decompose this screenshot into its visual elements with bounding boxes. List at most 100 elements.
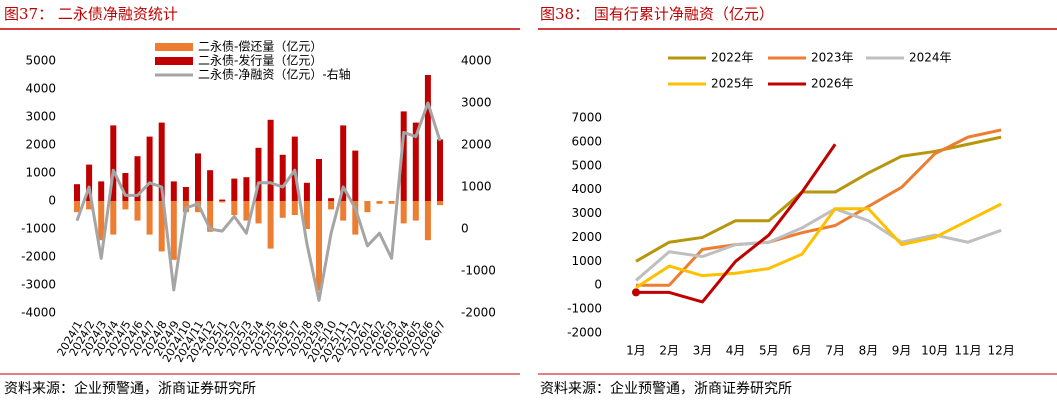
y-tick-label: 4000 (571, 182, 602, 196)
x-tick-label: 2月 (659, 344, 679, 358)
chart-title: 图37： 二永债净融资统计 (4, 5, 178, 23)
bar (182, 187, 189, 201)
y2-tick-label: -1000 (461, 264, 496, 278)
y2-tick-label: 3000 (461, 96, 492, 110)
y-tick-label: 2000 (571, 230, 602, 244)
x-tick-label: 8月 (859, 344, 879, 358)
legend-label: 2023年 (811, 51, 854, 65)
bar (267, 201, 274, 249)
y-tick-label: -2000 (21, 250, 56, 264)
x-tick-label: 4月 (726, 344, 746, 358)
x-tick-label: 11月 (954, 344, 981, 358)
bar (98, 181, 105, 201)
y-tick-label: 2000 (25, 138, 56, 152)
x-tick-label: 10月 (921, 344, 948, 358)
x-tick-label: 7月 (825, 344, 845, 358)
bar (86, 201, 93, 210)
y2-tick-label: 2000 (461, 138, 492, 152)
line (636, 143, 837, 304)
bar (170, 181, 177, 201)
y-tick-label: 4000 (25, 82, 56, 96)
bar (231, 201, 238, 215)
bar (267, 119, 274, 201)
line (75, 101, 442, 302)
bar (243, 177, 250, 201)
bar (98, 201, 105, 241)
source: 资料来源：企业预警通，浙商证券研究所 (4, 380, 256, 397)
source: 资料来源：企业预警通，浙商证券研究所 (540, 380, 792, 397)
bar (122, 201, 129, 210)
bar (437, 139, 443, 201)
bar (207, 170, 214, 201)
legend-label: 二永债-发行量（亿元） (198, 53, 322, 68)
y-tick-label: 0 (48, 194, 56, 208)
bar (316, 201, 322, 291)
legend-label: 2022年 (711, 51, 754, 65)
line (635, 202, 1002, 289)
bar (207, 201, 214, 232)
bar (328, 198, 335, 201)
legend-label: 二永债-偿还量（亿元） (198, 39, 322, 54)
bar (376, 201, 383, 204)
y2-tick-label: 4000 (461, 54, 492, 68)
legend-swatch (155, 43, 193, 51)
legend-label: 2024年 (909, 51, 952, 65)
x-tick-label: 12月 (988, 344, 1015, 358)
legend-swatch (155, 57, 193, 65)
y2-tick-label: -2000 (461, 306, 496, 320)
bar (412, 201, 419, 221)
bar (243, 201, 250, 221)
bar (110, 125, 117, 201)
bar (316, 159, 322, 201)
bar (110, 201, 117, 235)
bar (86, 164, 93, 201)
y-tick-label: -4000 (21, 306, 56, 320)
bar (424, 75, 431, 201)
legend-label: 二永债-净融资（亿元）-右轴 (198, 67, 351, 82)
x-tick-label: 3月 (693, 344, 713, 358)
legend-label: 2025年 (711, 77, 754, 91)
bar (255, 201, 262, 224)
y-tick-label: 3000 (25, 110, 56, 124)
bar (195, 153, 201, 201)
bar (364, 201, 371, 213)
bar (279, 154, 286, 201)
bar (340, 125, 347, 201)
y-tick-label: 5000 (25, 54, 56, 68)
bar (400, 111, 407, 201)
y-tick-label: 7000 (571, 111, 602, 125)
chart-title: 图38： 国有行累计净融资（亿元） (540, 5, 774, 23)
y-tick-label: -2000 (567, 326, 602, 340)
bar (424, 201, 431, 241)
x-tick-label: 1月 (626, 344, 646, 358)
bar (388, 201, 395, 204)
bar (328, 201, 335, 210)
y2-tick-label: 1000 (461, 180, 492, 194)
bar (303, 201, 310, 229)
bar (170, 201, 177, 260)
bar (134, 156, 141, 201)
bar (158, 122, 165, 201)
y-tick-label: 6000 (571, 134, 602, 148)
y-tick-label: -3000 (21, 278, 56, 292)
bar (219, 201, 226, 203)
y2-tick-label: 0 (461, 222, 469, 236)
marker (632, 288, 640, 297)
bar (279, 201, 286, 218)
y-tick-label: -1000 (21, 222, 56, 236)
bar (352, 150, 359, 201)
x-tick-label: 6月 (792, 344, 812, 358)
bar (219, 199, 226, 201)
bar (146, 136, 153, 201)
bar (74, 184, 80, 201)
y-tick-label: 0 (594, 278, 602, 292)
bar (74, 201, 80, 213)
y-tick-label: 1000 (25, 166, 56, 180)
bar (122, 173, 129, 201)
bar (303, 182, 310, 201)
bar (231, 178, 238, 201)
bar (146, 201, 153, 235)
y-tick-label: 1000 (571, 254, 602, 268)
bar (158, 201, 165, 252)
